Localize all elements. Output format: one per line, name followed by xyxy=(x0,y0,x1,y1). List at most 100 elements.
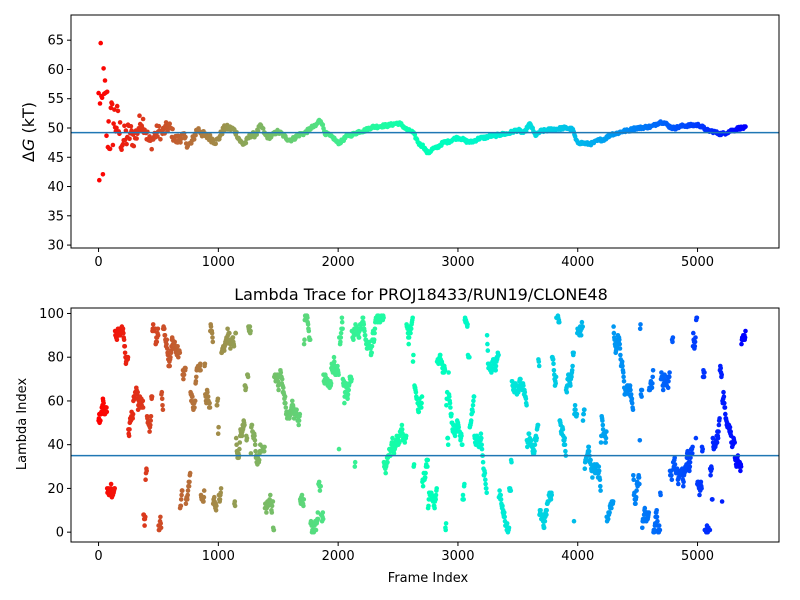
lambda-point xyxy=(722,400,727,406)
lambda-point xyxy=(580,418,586,423)
lambda-point xyxy=(101,400,106,406)
lambda-point xyxy=(694,315,700,321)
lambda-point xyxy=(147,429,152,434)
lambda-point xyxy=(699,486,704,491)
lambda-point xyxy=(617,341,622,347)
lambda-point xyxy=(716,429,721,434)
lambda-point xyxy=(318,483,324,489)
lambda-point xyxy=(399,427,405,432)
delta-g-point xyxy=(260,126,266,131)
delta-g-y-tick-label: 50 xyxy=(47,121,64,136)
lambda-point xyxy=(154,339,160,345)
lambda-point xyxy=(305,322,311,327)
lambda-point xyxy=(178,497,184,502)
lambda-point xyxy=(702,370,707,375)
lambda-point xyxy=(335,363,340,369)
lambda-point xyxy=(187,479,192,485)
lambda-point xyxy=(670,335,676,340)
delta-g-point xyxy=(243,140,249,146)
lambda-point xyxy=(596,468,602,474)
lambda-point xyxy=(607,510,612,515)
lambda-point xyxy=(148,418,153,423)
delta-g-x-tick-label: 1000 xyxy=(202,255,235,270)
lambda-point xyxy=(721,394,727,399)
lambda-point xyxy=(186,483,192,489)
lambda-point xyxy=(237,440,243,445)
lambda-point xyxy=(160,403,165,408)
lambda-point xyxy=(667,374,672,380)
lambda-point xyxy=(381,315,386,321)
lambda-point xyxy=(442,368,448,373)
delta-g-point xyxy=(155,134,160,139)
delta-g-point xyxy=(183,134,188,140)
lambda-point xyxy=(493,368,499,373)
lambda-point xyxy=(234,442,239,448)
lambda-point xyxy=(336,372,341,378)
lambda-point xyxy=(642,505,648,511)
lambda-point xyxy=(640,525,645,531)
lambda-point xyxy=(320,516,326,522)
lambda-point xyxy=(159,396,165,402)
delta-g-point xyxy=(156,123,162,129)
lambda-point xyxy=(419,405,424,410)
lambda-y-tick-label: 40 xyxy=(47,438,64,453)
lambda-point xyxy=(443,521,449,526)
lambda-point xyxy=(498,497,504,502)
lambda-point xyxy=(691,330,696,336)
lambda-point xyxy=(372,326,378,332)
lambda-point xyxy=(618,352,623,358)
lambda-point xyxy=(228,346,233,351)
lambda-point xyxy=(121,337,127,343)
delta-g-point xyxy=(114,103,120,109)
lambda-point xyxy=(264,510,269,515)
delta-g-point xyxy=(120,141,126,147)
lambda-point xyxy=(301,341,307,347)
lambda-point xyxy=(313,527,319,533)
lambda-point xyxy=(544,508,549,513)
lambda-point xyxy=(688,455,693,461)
lambda-point xyxy=(610,499,616,504)
lambda-point xyxy=(339,315,345,321)
lambda-point xyxy=(114,337,120,343)
lambda-point xyxy=(532,448,537,454)
lambda-point xyxy=(315,516,321,522)
lambda-point xyxy=(727,424,733,430)
lambda-point xyxy=(183,365,188,371)
lambda-point xyxy=(122,350,128,356)
lambda-point xyxy=(611,330,617,336)
lambda-point xyxy=(621,370,626,375)
lambda-point xyxy=(149,394,155,399)
lambda-point xyxy=(252,442,258,448)
delta-g-point xyxy=(122,123,127,129)
lambda-point xyxy=(719,499,725,504)
lambda-point xyxy=(444,403,449,408)
lambda-point xyxy=(202,361,208,367)
lambda-point xyxy=(402,440,408,445)
lambda-point xyxy=(569,368,575,373)
lambda-point xyxy=(144,468,149,474)
lambda-point xyxy=(738,468,743,474)
lambda-point xyxy=(553,374,559,380)
delta-g-y-ticks: 30 35 40 45 50 55 60 65 xyxy=(47,34,71,254)
lambda-point xyxy=(248,328,253,334)
lambda-point xyxy=(419,400,424,406)
lambda-point xyxy=(710,435,716,441)
lambda-point xyxy=(210,335,215,340)
lambda-point xyxy=(225,326,230,332)
delta-g-point xyxy=(163,120,169,125)
lambda-point xyxy=(603,440,608,445)
lambda-point xyxy=(345,396,350,402)
lambda-point xyxy=(571,350,576,356)
lambda-point xyxy=(242,422,247,428)
lambda-point xyxy=(584,457,589,463)
lambda-point xyxy=(468,418,474,423)
lambda-point xyxy=(339,319,345,325)
lambda-point xyxy=(742,335,748,340)
lambda-point xyxy=(121,330,126,336)
lambda-point xyxy=(460,492,466,498)
lambda-point xyxy=(192,398,198,404)
lambda-point xyxy=(654,514,660,520)
lambda-point xyxy=(656,523,662,528)
lambda-point xyxy=(536,359,542,364)
lambda-point xyxy=(349,376,354,382)
